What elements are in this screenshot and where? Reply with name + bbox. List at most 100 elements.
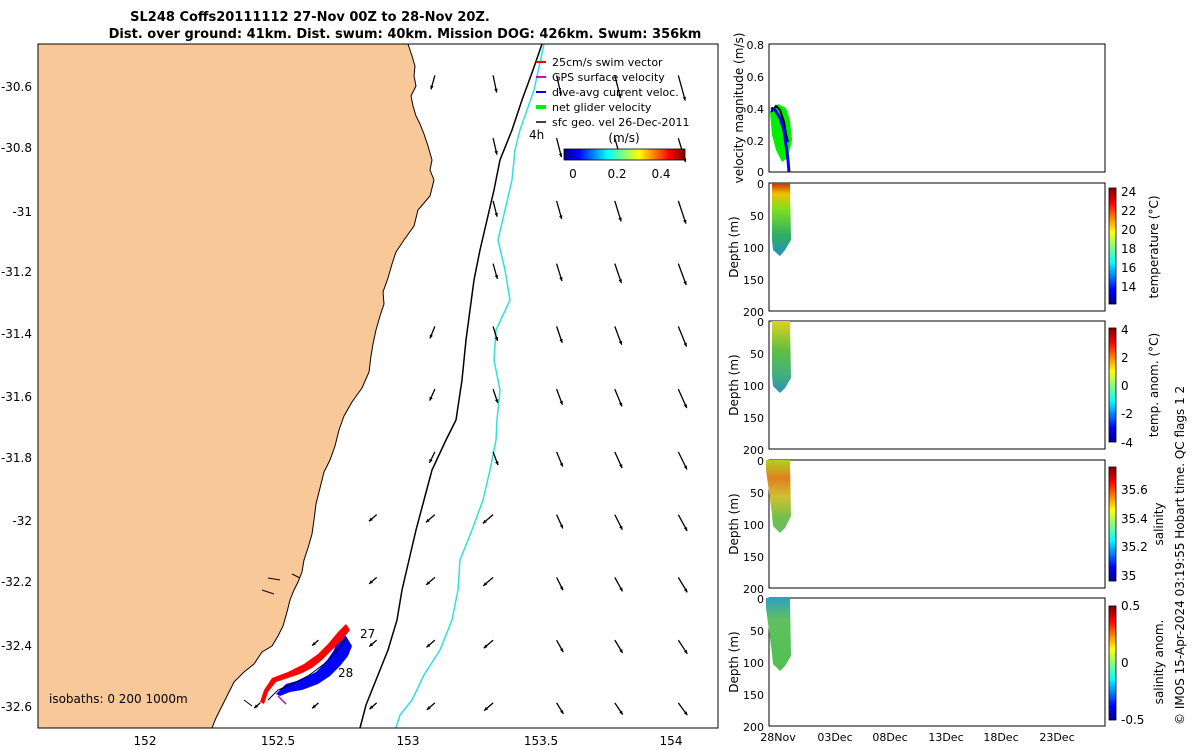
temp-cb-ticks: 14 16 18 20 22 24: [1121, 185, 1136, 294]
vel-ytick-2: 0.4: [747, 103, 765, 116]
sanom-ylabel: Depth (m): [727, 631, 741, 692]
temp-ylabel: Depth (m): [727, 216, 741, 277]
vector-arrowhead: [559, 586, 564, 591]
vector-arrowhead: [683, 404, 687, 409]
salinity-panel: 0 50 100 150 200 Depth (m) 35 35.2 35.4 …: [727, 455, 1166, 596]
vector-arrow: [677, 263, 687, 286]
map-ytick-6: -31.8: [1, 451, 32, 465]
vector-arrowhead: [617, 94, 622, 98]
temp-cbtick-0: 14: [1121, 280, 1136, 294]
tanom-cblabel: temp. anom. (°C): [1147, 333, 1161, 437]
map-ytick-10: -32.6: [1, 700, 32, 714]
title-line-2: Dist. over ground: 41km. Dist. swum: 40k…: [109, 27, 702, 42]
tanom-colorbar: [1108, 327, 1117, 443]
colorbar-tick-1: 0.2: [607, 167, 626, 181]
map-ytick-8: -32.2: [1, 575, 32, 589]
vector-arrowhead: [484, 706, 488, 711]
coastline-details: [243, 573, 301, 707]
legend-gps: GPS surface velocity: [552, 71, 665, 84]
temp-ytick-1: 50: [750, 210, 764, 223]
vector-arrowhead: [618, 340, 623, 345]
vector-arrowhead: [619, 649, 623, 653]
legend-dive: dive-avg current veloc.: [552, 86, 679, 99]
sanom-frame: [768, 597, 1106, 727]
vector-arrowhead: [618, 217, 622, 222]
velocity-y-ticks: 0 0.2 0.4 0.6 0.8: [747, 39, 765, 179]
tanom-ytick-2: 100: [743, 380, 764, 393]
sal-frame: [768, 459, 1106, 589]
sal-cbtick-2: 35.4: [1121, 512, 1148, 526]
panel-x-ticks: 28Nov 03Dec 08Dec 13Dec 18Dec 23Dec: [760, 731, 1074, 744]
tanom-ytick-4: 200: [743, 444, 764, 457]
vector-arrowhead: [618, 402, 623, 407]
vector-arrowhead: [559, 462, 563, 467]
vector-arrow: [677, 326, 688, 347]
map-x-ticks: 152 152.5 153 153.5 154: [134, 734, 683, 748]
vector-arrowhead: [312, 641, 316, 646]
vector-arrowhead: [558, 91, 563, 96]
sal-ytick-1: 50: [750, 487, 764, 500]
vector-arrowhead: [683, 465, 687, 470]
sanom-colorbar: [1108, 605, 1117, 721]
temp-cbtick-1: 16: [1121, 261, 1136, 275]
vector-arrowhead: [426, 581, 431, 585]
isobath-200m: [395, 43, 545, 729]
panel-xtick-3: 13Dec: [928, 731, 963, 744]
sal-y-ticks: 0 50 100 150 200: [743, 455, 764, 596]
glider-track: [260, 624, 352, 705]
sal-ytick-3: 150: [743, 551, 764, 564]
temp-cblabel: temperature (°C): [1147, 196, 1161, 299]
sal-ytick-4: 200: [743, 583, 764, 596]
vector-arrowhead: [483, 582, 488, 586]
vector-arrowhead: [683, 711, 688, 716]
vel-ytick-1: 0.2: [747, 135, 765, 148]
legend-net: net glider velocity: [552, 101, 652, 114]
vector-arrowhead: [369, 705, 374, 710]
footer-copyright: © IMOS 15-Apr-2024 03:19:55 Hobart time.…: [1173, 386, 1187, 725]
vector-arrowhead: [618, 279, 622, 284]
temp-frame: [768, 182, 1106, 312]
colorbar-tick-2: 0.4: [651, 167, 670, 181]
vector-arrow: [677, 75, 686, 101]
map-xtick-0: 152: [134, 734, 157, 748]
tanom-ytick-3: 150: [743, 412, 764, 425]
sal-cblabel: salinity: [1152, 502, 1166, 545]
velocity-ylabel: velocity magnitude (m/s): [732, 33, 746, 184]
map-y-ticks: -30.6 -30.8 -31 -31.2 -31.4 -31.6 -31.8 …: [1, 80, 32, 714]
isobath-1000m: [359, 43, 543, 729]
tanom-y-ticks: 0 50 100 150 200: [743, 316, 764, 457]
vector-arrowhead: [559, 648, 564, 653]
vector-arrowhead: [682, 96, 686, 101]
sal-section: [766, 460, 791, 533]
panel-xtick-0: 28Nov: [760, 731, 796, 744]
vector-arrowhead: [494, 150, 498, 155]
label-4h: 4h: [529, 128, 544, 142]
tanom-cb-ticks: -4 -2 0 2 4: [1121, 323, 1133, 450]
vector-arrowhead: [494, 399, 499, 404]
sal-cbtick-3: 35.6: [1121, 483, 1148, 497]
vector-arrowhead: [559, 524, 563, 529]
vector-arrowhead: [683, 281, 687, 286]
vector-arrowhead: [429, 458, 433, 463]
track-red-band: [260, 624, 350, 704]
vector-arrowhead: [312, 704, 316, 709]
map-xtick-4: 154: [660, 734, 683, 748]
vector-arrowhead: [494, 212, 498, 217]
vector-arrowhead: [683, 526, 688, 531]
tanom-cbtick-0: -4: [1121, 436, 1133, 450]
vector-arrowhead: [683, 219, 687, 224]
temp-cbtick-3: 20: [1121, 223, 1136, 237]
colorbar-gradient: [563, 148, 686, 161]
vector-arrowhead: [483, 644, 488, 649]
map-ytick-2: -31: [12, 205, 32, 219]
track-blue-band: [276, 632, 352, 696]
temp-colorbar: [1108, 187, 1117, 305]
sanom-cbtick-0: -0.5: [1121, 713, 1144, 727]
vector-arrowhead: [254, 704, 259, 709]
map-frame: [37, 43, 719, 729]
temp-section: [772, 183, 791, 256]
temp-ytick-4: 200: [743, 306, 764, 319]
vector-arrowhead: [619, 710, 623, 715]
vector-arrowhead: [369, 580, 373, 584]
